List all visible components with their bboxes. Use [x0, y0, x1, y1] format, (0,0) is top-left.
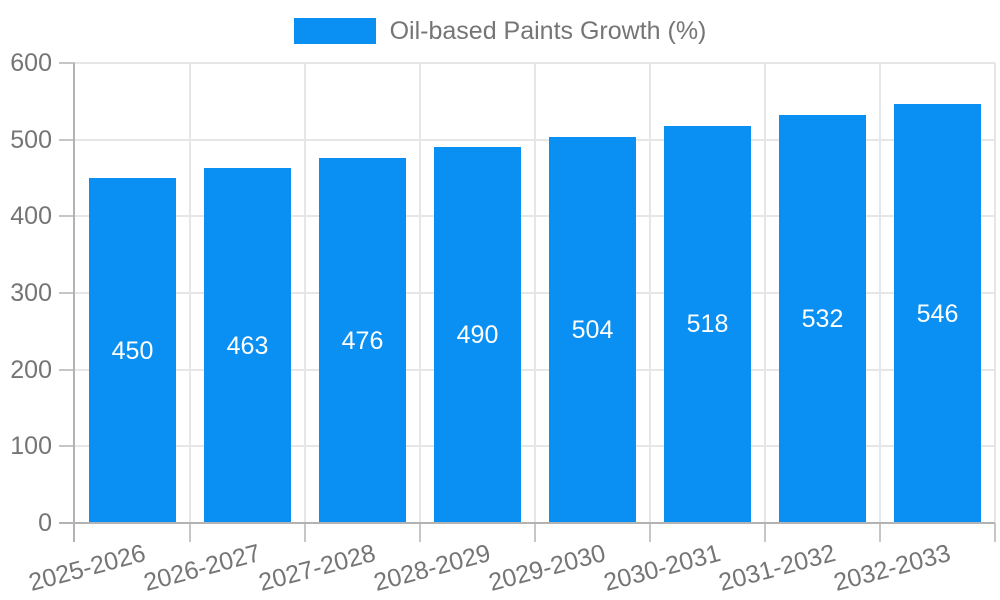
v-gridline: [534, 63, 536, 523]
y-axis-label: 200: [10, 355, 52, 384]
x-axis-line: [59, 522, 995, 524]
bar-2027-2028[interactable]: 476: [319, 158, 406, 523]
x-tick: [304, 523, 306, 542]
x-tick: [189, 523, 191, 542]
legend[interactable]: Oil-based Paints Growth (%): [0, 16, 1000, 46]
y-tick: [59, 62, 75, 64]
bar-value-label: 490: [456, 321, 499, 350]
bar-2026-2027[interactable]: 463: [204, 168, 291, 523]
y-axis-label: 500: [10, 125, 52, 154]
bar-value-label: 532: [801, 305, 844, 334]
legend-swatch: [293, 18, 376, 44]
x-tick: [649, 523, 651, 542]
v-gridline: [189, 63, 191, 523]
v-gridline: [879, 63, 881, 523]
y-axis-label: 400: [10, 202, 52, 231]
x-tick: [534, 523, 536, 542]
bar-2029-2030[interactable]: 504: [549, 136, 636, 523]
bar-2030-2031[interactable]: 518: [664, 125, 751, 523]
y-axis-label: 0: [38, 509, 52, 537]
y-tick: [59, 445, 75, 448]
bar-value-label: 463: [226, 331, 269, 360]
y-tick: [59, 215, 75, 218]
bar-value-label: 504: [571, 315, 614, 344]
bar-value-label: 476: [341, 326, 384, 355]
v-gridline: [649, 63, 651, 523]
y-tick: [59, 138, 75, 141]
y-tick: [59, 292, 75, 294]
v-gridline: [304, 63, 306, 523]
bar-2031-2032[interactable]: 532: [779, 115, 866, 523]
x-tick: [764, 523, 766, 542]
legend-label: Oil-based Paints Growth (%): [389, 17, 707, 45]
bar-2028-2029[interactable]: 490: [434, 147, 521, 523]
x-tick: [419, 523, 421, 542]
v-gridline: [994, 63, 996, 523]
v-gridline: [764, 63, 766, 523]
y-axis-label: 100: [10, 432, 52, 461]
v-gridline: [419, 63, 421, 523]
x-tick: [994, 523, 996, 542]
x-tick: [879, 523, 881, 542]
y-tick: [59, 368, 75, 371]
y-axis-line: [73, 63, 75, 542]
bar-value-label: 546: [916, 299, 959, 328]
bar-value-label: 450: [111, 336, 154, 365]
y-axis-label: 600: [10, 49, 52, 77]
y-axis-label: 300: [10, 279, 52, 307]
bar-2032-2033[interactable]: 546: [894, 104, 981, 523]
bar-value-label: 518: [686, 310, 729, 339]
bar-2025-2026[interactable]: 450: [89, 178, 176, 523]
